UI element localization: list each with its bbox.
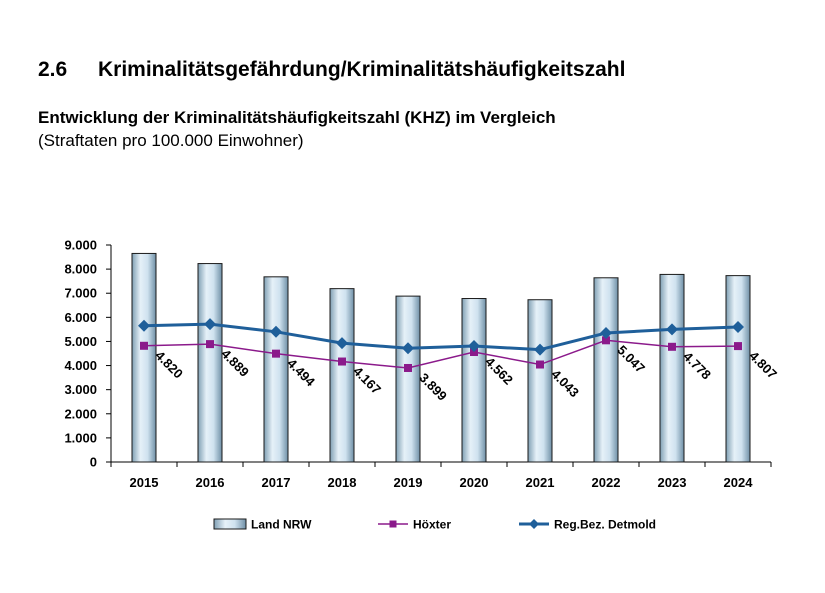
bar-land-nrw	[131, 252, 157, 463]
marker-detmold	[666, 323, 678, 336]
legend-marker-detmold	[529, 519, 539, 529]
y-tick-label: 7.000	[64, 286, 97, 301]
y-tick-label: 9.000	[64, 238, 97, 253]
data-label-hoexter: 4.494	[284, 356, 318, 390]
marker-hoexter	[206, 340, 214, 349]
marker-detmold	[336, 337, 348, 350]
marker-hoexter	[140, 341, 148, 350]
legend-swatch-land-nrw	[213, 518, 247, 530]
y-tick-label: 3.000	[64, 382, 97, 397]
bar-land-nrw	[725, 275, 751, 463]
legend-marker-hoexter	[389, 520, 397, 528]
legend-label-hoexter: Höxter	[413, 518, 451, 532]
data-label-hoexter: 4.807	[746, 348, 780, 382]
marker-hoexter	[602, 336, 610, 345]
data-label-hoexter: 5.047	[614, 342, 648, 376]
data-label-hoexter: 3.899	[416, 370, 450, 404]
marker-detmold	[600, 327, 612, 340]
y-tick-label: 0	[90, 455, 97, 470]
x-tick-label: 2017	[262, 475, 291, 490]
bar-land-nrw	[593, 277, 619, 463]
legend-label-detmold: Reg.Bez. Detmold	[554, 518, 656, 532]
data-label-hoexter: 4.778	[680, 349, 714, 383]
x-tick-label: 2021	[526, 475, 555, 490]
bar-land-nrw	[197, 263, 223, 463]
marker-detmold	[534, 343, 546, 356]
line-hoexter	[143, 339, 739, 369]
chart-title: Entwicklung der Kriminalitätshäufigkeits…	[38, 108, 556, 127]
data-label-hoexter: 4.820	[152, 348, 186, 382]
marker-hoexter	[338, 357, 346, 366]
legend-label-land-nrw: Land NRW	[251, 518, 312, 532]
x-tick-label: 2024	[724, 475, 754, 490]
bar-land-nrw	[329, 288, 355, 463]
line-detmold	[143, 322, 739, 352]
bar-land-nrw	[527, 299, 553, 463]
marker-detmold	[732, 320, 744, 333]
x-tick-label: 2022	[592, 475, 621, 490]
y-tick-label: 6.000	[64, 310, 97, 325]
data-label-hoexter: 4.167	[350, 364, 384, 398]
x-tick-label: 2020	[460, 475, 489, 490]
x-tick-label: 2023	[658, 475, 687, 490]
x-tick-label: 2019	[394, 475, 423, 490]
chart-subtitle: (Straftaten pro 100.000 Einwohner)	[38, 131, 304, 150]
marker-detmold	[468, 340, 480, 353]
section-title: Kriminalitätsgefährdung/Kriminalitätshäu…	[98, 58, 626, 81]
marker-hoexter	[668, 342, 676, 351]
x-tick-label: 2018	[328, 475, 357, 490]
marker-detmold	[138, 319, 150, 332]
x-tick-label: 2015	[130, 475, 159, 490]
marker-detmold	[270, 325, 282, 338]
y-tick-label: 8.000	[64, 262, 97, 277]
y-tick-label: 1.000	[64, 430, 97, 445]
y-tick-label: 4.000	[64, 358, 97, 373]
section-number: 2.6	[38, 58, 68, 81]
marker-detmold	[402, 342, 414, 355]
data-label-hoexter: 4.043	[548, 367, 582, 401]
bar-land-nrw	[461, 298, 487, 463]
y-tick-label: 2.000	[64, 406, 97, 421]
marker-hoexter	[734, 342, 742, 351]
bar-land-nrw	[659, 273, 685, 463]
marker-hoexter	[536, 360, 544, 369]
marker-hoexter	[404, 363, 412, 372]
marker-hoexter	[272, 349, 280, 358]
x-tick-label: 2016	[196, 475, 225, 490]
y-tick-label: 5.000	[64, 334, 97, 349]
bar-land-nrw	[263, 276, 289, 463]
section-heading: 2.6 Kriminalitätsgefährdung/Kriminalitäts…	[38, 58, 625, 82]
marker-detmold	[204, 318, 216, 331]
data-label-hoexter: 4.889	[218, 346, 252, 380]
bar-land-nrw	[395, 295, 421, 463]
